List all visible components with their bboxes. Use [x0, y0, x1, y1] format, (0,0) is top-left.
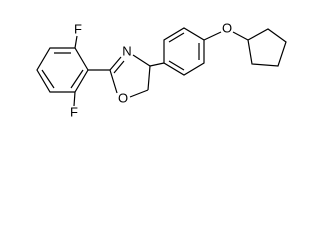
double-bond — [168, 32, 185, 43]
bond — [109, 56, 122, 71]
double-bond — [168, 60, 185, 71]
atom-label: O — [222, 20, 232, 35]
bond — [149, 62, 165, 67]
bonds — [36, 27, 287, 107]
bond — [129, 89, 149, 98]
bond — [73, 91, 76, 107]
atom-label: F — [74, 21, 82, 36]
bond — [109, 69, 118, 94]
bond — [132, 54, 151, 67]
atom-labels: F F N O O — [70, 20, 232, 119]
cyclopentane-ring — [247, 28, 287, 67]
atom-label: O — [118, 90, 128, 105]
double-bond — [70, 69, 84, 89]
benzene-ring — [163, 27, 205, 76]
atom-label: F — [70, 104, 78, 119]
bond — [74, 35, 78, 49]
double-bond — [113, 60, 125, 74]
bond — [232, 31, 249, 41]
page: F F N O O (() => { const data = JSON.par… — [36, 20, 287, 120]
structure-diagram: F F N O O — [36, 20, 287, 119]
bond — [147, 65, 151, 91]
benzene-ring — [36, 47, 89, 93]
bond — [203, 31, 222, 41]
double-bond — [41, 69, 55, 89]
atom-label: N — [122, 43, 131, 58]
